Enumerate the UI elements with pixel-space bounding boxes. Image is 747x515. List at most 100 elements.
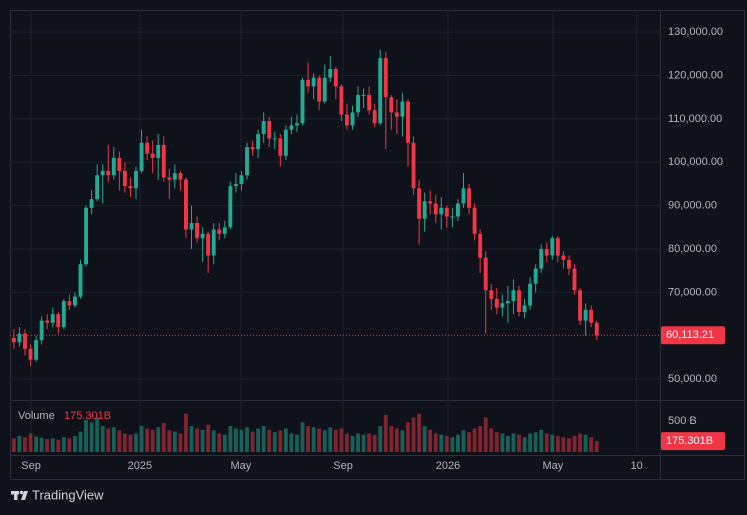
volume-bar bbox=[239, 429, 244, 452]
candle-body bbox=[23, 333, 27, 349]
candle-body bbox=[383, 58, 388, 98]
volume-bar bbox=[122, 433, 127, 452]
candle-body bbox=[372, 110, 377, 124]
volume-bar bbox=[406, 422, 410, 452]
y-tick-label: 70,000.00 bbox=[668, 286, 717, 298]
candle-body bbox=[239, 175, 244, 184]
volume-bar bbox=[367, 433, 372, 452]
volume-bar bbox=[372, 434, 377, 452]
volume-bar bbox=[73, 435, 77, 452]
volume-bar bbox=[128, 434, 133, 452]
candle-body bbox=[250, 147, 255, 150]
candle-body bbox=[222, 227, 227, 234]
volume-bar bbox=[134, 433, 138, 452]
volume-bar bbox=[11, 438, 16, 452]
candle-body bbox=[489, 290, 494, 299]
candle-body bbox=[261, 121, 266, 135]
volume-bar bbox=[233, 428, 238, 452]
volume-bar bbox=[472, 428, 477, 452]
volume-bar bbox=[184, 413, 188, 452]
x-tick-label: 2026 bbox=[436, 460, 460, 472]
candle-body bbox=[184, 179, 188, 230]
candle-body bbox=[283, 129, 288, 156]
volume-bar bbox=[550, 434, 555, 452]
x-tick-label: 2025 bbox=[128, 460, 152, 472]
volume-value: 175.301B bbox=[64, 410, 111, 422]
candle-body bbox=[217, 229, 222, 234]
candle-body bbox=[361, 95, 366, 97]
candle-body bbox=[50, 314, 55, 323]
volume-bar bbox=[272, 432, 277, 452]
candle-body bbox=[289, 125, 294, 130]
volume-bar bbox=[511, 433, 516, 452]
candle-body bbox=[467, 188, 471, 208]
volume-bar bbox=[28, 433, 33, 452]
volume-bar bbox=[145, 428, 150, 452]
volume-bar bbox=[461, 430, 466, 452]
volume-bar bbox=[300, 422, 305, 452]
volume-bar bbox=[350, 435, 355, 452]
candle-body bbox=[333, 68, 338, 87]
volume-bar bbox=[533, 432, 538, 452]
candle-body bbox=[417, 188, 422, 219]
candle-body bbox=[344, 114, 349, 126]
y-tick-label: 100,000.00 bbox=[668, 156, 723, 168]
candle-body bbox=[128, 186, 133, 189]
volume-bar bbox=[39, 437, 44, 452]
volume-bar bbox=[17, 435, 22, 452]
volume-bar bbox=[339, 428, 344, 452]
candle-body bbox=[550, 238, 555, 256]
volume-bar bbox=[206, 424, 211, 452]
volume-bar bbox=[245, 427, 249, 452]
volume-bar bbox=[289, 433, 294, 452]
volume-bar bbox=[589, 437, 594, 452]
candle-body bbox=[167, 177, 172, 180]
volume-bar bbox=[34, 436, 39, 452]
candle-body bbox=[28, 348, 33, 360]
volume-bar bbox=[594, 441, 599, 452]
candle-body bbox=[206, 233, 211, 256]
volume-bar bbox=[572, 435, 577, 452]
candle-body bbox=[211, 229, 216, 256]
candle-body bbox=[339, 86, 344, 115]
volume-bar bbox=[383, 414, 388, 452]
candle-body bbox=[389, 97, 394, 113]
y-tick-label: 80,000.00 bbox=[668, 243, 717, 255]
candle-body bbox=[195, 223, 200, 239]
y-tick-label: 50,000.00 bbox=[668, 373, 717, 385]
candle-body bbox=[300, 79, 305, 124]
volume-bar bbox=[478, 426, 483, 452]
volume-bar bbox=[161, 422, 166, 452]
volume-bar bbox=[505, 435, 510, 452]
candle-body bbox=[572, 268, 577, 291]
candle-body bbox=[245, 147, 249, 176]
candle-body bbox=[233, 183, 238, 187]
candle-body bbox=[350, 112, 355, 126]
candle-body bbox=[544, 249, 549, 256]
candle-body bbox=[267, 121, 272, 139]
candle-body bbox=[594, 322, 599, 336]
candle-body bbox=[156, 144, 161, 158]
candle-body bbox=[306, 79, 311, 87]
volume-bar bbox=[344, 433, 349, 452]
candle-body bbox=[95, 175, 100, 200]
candle-body bbox=[539, 249, 544, 269]
candle-body bbox=[450, 216, 455, 218]
volume-bar bbox=[178, 433, 183, 452]
x-tick-label: May bbox=[542, 460, 563, 472]
volume-bar bbox=[378, 426, 383, 452]
volume-bar bbox=[195, 428, 200, 452]
x-tick-label: Sep bbox=[333, 460, 353, 472]
volume-bar bbox=[117, 430, 122, 452]
last-price-box bbox=[661, 326, 725, 345]
candle-body bbox=[433, 203, 438, 215]
candle-body bbox=[256, 134, 261, 150]
y-tick-label: 130,000.00 bbox=[668, 26, 723, 38]
candle-body bbox=[422, 201, 427, 219]
volume-bar bbox=[361, 434, 366, 452]
candle-body bbox=[139, 142, 144, 171]
candle-body bbox=[17, 333, 22, 343]
volume-bar bbox=[278, 430, 283, 452]
candle-body bbox=[295, 123, 299, 126]
